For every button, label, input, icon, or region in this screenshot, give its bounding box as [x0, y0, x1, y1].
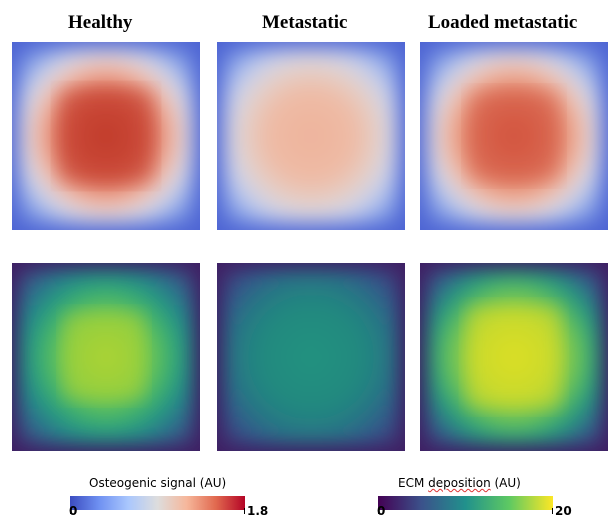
column-title-metastatic: Metastatic: [262, 12, 348, 33]
heatmap-osteogenic-healthy: [12, 42, 200, 230]
colorbar-osteogenic-max-tick: [244, 508, 245, 514]
colorbar-osteogenic-max-label: 1.8: [247, 504, 269, 518]
colorbar-title-ecm: ECM deposition (AU): [398, 476, 521, 490]
colorbar-osteogenic-min-label: 0: [69, 504, 78, 518]
colorbar-ecm-max-tick: [552, 508, 553, 514]
colorbar-ecm-max-label: 20: [555, 504, 572, 518]
heatmap-osteogenic-loaded-metastatic: [420, 42, 608, 230]
heatmap-osteogenic-metastatic: [217, 42, 405, 230]
colorbar-ecm: [378, 496, 553, 510]
colorbar-ecm-min-label: 0: [377, 504, 386, 518]
heatmap-ecm-healthy: [12, 263, 200, 451]
column-title-loaded-metastatic: Loaded metastatic: [428, 12, 578, 33]
colorbar-osteogenic-min-tick: [70, 508, 71, 514]
colorbar-ecm-min-tick: [378, 508, 379, 514]
colorbar-osteogenic: [70, 496, 245, 510]
heatmap-ecm-loaded-metastatic: [420, 263, 608, 451]
column-title-healthy: Healthy: [68, 12, 133, 33]
colorbar-title-osteogenic: Osteogenic signal (AU): [89, 476, 227, 490]
heatmap-ecm-metastatic: [217, 263, 405, 451]
